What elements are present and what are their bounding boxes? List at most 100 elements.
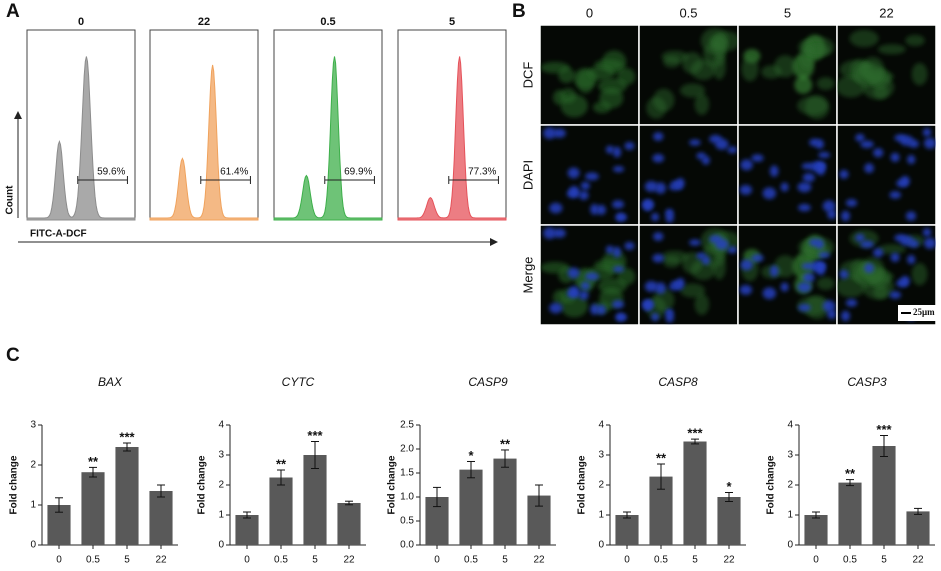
- bar: [906, 511, 930, 545]
- x-tick-label: 0: [434, 555, 440, 566]
- dcf-signal: [681, 52, 703, 74]
- nucleus: [701, 155, 710, 165]
- dcf-signal: [794, 76, 813, 94]
- nucleus: [727, 246, 738, 254]
- bar: [81, 472, 105, 545]
- nucleus: [801, 262, 814, 270]
- x-tick-label: 0.5: [274, 555, 288, 566]
- nucleus: [801, 162, 814, 170]
- flow-title: 5: [449, 16, 455, 28]
- dcf-signal: [712, 53, 726, 80]
- nucleus: [890, 252, 900, 262]
- bar: [615, 515, 639, 545]
- micrograph-content: [839, 127, 936, 222]
- x-tick-label: 0.5: [654, 555, 668, 566]
- micrograph: [836, 124, 937, 226]
- nucleus: [769, 265, 779, 277]
- nucleus: [605, 245, 615, 254]
- dcf-signal: [911, 62, 928, 86]
- x-tick-label: 0.5: [86, 555, 100, 566]
- significance: **: [845, 466, 856, 481]
- nucleus: [900, 175, 910, 187]
- gate-label: 59.6%: [97, 167, 125, 178]
- nucleus: [612, 300, 625, 309]
- histogram-curve: [26, 56, 136, 221]
- y-tick-label: 2: [218, 480, 224, 491]
- bar: [337, 503, 361, 545]
- nucleus: [568, 185, 580, 197]
- x-tick-label: 5: [312, 555, 318, 566]
- nucleus: [802, 172, 815, 183]
- nucleus: [818, 251, 830, 259]
- nucleus: [585, 172, 599, 181]
- nucleus: [780, 182, 789, 192]
- gate-label: 61.4%: [220, 167, 248, 178]
- flow-y-label: Count: [5, 185, 16, 215]
- nucleus: [590, 303, 599, 315]
- nucleus: [553, 128, 566, 138]
- dcf-signal: [816, 77, 835, 90]
- y-axis-label: Fold change: [197, 455, 208, 514]
- nucleus: [816, 264, 826, 276]
- nucleus: [612, 246, 622, 258]
- nucleus: [839, 269, 849, 279]
- scale-bar-label: 25μm: [913, 307, 935, 317]
- nucleus: [567, 267, 580, 279]
- nucleus: [740, 159, 753, 171]
- y-axis-label: Fold change: [577, 455, 588, 514]
- y-tick-label: 4: [598, 420, 604, 431]
- y-tick-label: 3: [218, 450, 224, 461]
- nucleus: [818, 151, 830, 159]
- micrograph-content: [642, 227, 738, 323]
- y-tick-label: 2: [598, 480, 604, 491]
- nucleus: [751, 154, 764, 162]
- nucleus: [665, 311, 675, 323]
- nucleus: [855, 133, 865, 142]
- dcf-signal: [560, 294, 588, 318]
- x-tick-label: 5: [692, 555, 698, 566]
- bar: [527, 495, 551, 545]
- significance: *: [726, 479, 732, 494]
- y-tick-label: 0: [218, 540, 224, 551]
- nucleus: [922, 227, 932, 237]
- x-tick-label: 0: [244, 555, 250, 566]
- flow-title: 0: [78, 16, 84, 28]
- dcf-signal: [587, 65, 615, 81]
- column-label: 0.5: [679, 5, 697, 20]
- nucleus: [762, 187, 777, 200]
- nucleus: [715, 238, 729, 250]
- nucleus: [855, 233, 865, 242]
- nucleus: [605, 145, 615, 154]
- chart-title: CASP9: [468, 375, 508, 389]
- bar: [459, 469, 483, 545]
- dcf-signal: [877, 244, 906, 255]
- dcf-signal: [853, 262, 885, 287]
- dcf-signal: [679, 83, 706, 98]
- flow-title: 22: [198, 16, 210, 28]
- dcf-signal: [712, 253, 726, 280]
- row-label: DCF: [520, 62, 535, 89]
- y-tick-label: 1: [218, 510, 224, 521]
- bar: [269, 477, 293, 545]
- micrograph-content: [741, 34, 835, 120]
- flow-frame: [149, 29, 259, 221]
- x-tick-label: 0: [56, 555, 62, 566]
- bar: [493, 458, 517, 545]
- nucleus: [797, 182, 812, 193]
- gate-label: 69.9%: [344, 167, 372, 178]
- nucleus: [922, 127, 932, 137]
- dcf-signal: [905, 34, 925, 47]
- bar: [47, 505, 71, 545]
- significance: ***: [307, 428, 323, 443]
- y-tick-label: 4: [218, 420, 224, 431]
- dcf-signal: [694, 293, 710, 316]
- micrograph-content: [543, 127, 635, 222]
- dcf-signal: [652, 88, 675, 112]
- y-tick-label: 1.0: [400, 492, 414, 503]
- bar: [838, 482, 862, 545]
- nucleus: [905, 211, 917, 221]
- micrograph-content: [739, 234, 837, 320]
- nucleus: [624, 241, 635, 251]
- nucleus: [839, 169, 849, 179]
- nucleus: [727, 146, 738, 154]
